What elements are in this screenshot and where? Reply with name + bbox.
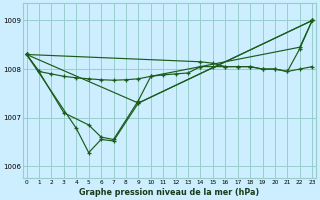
X-axis label: Graphe pression niveau de la mer (hPa): Graphe pression niveau de la mer (hPa) — [79, 188, 260, 197]
